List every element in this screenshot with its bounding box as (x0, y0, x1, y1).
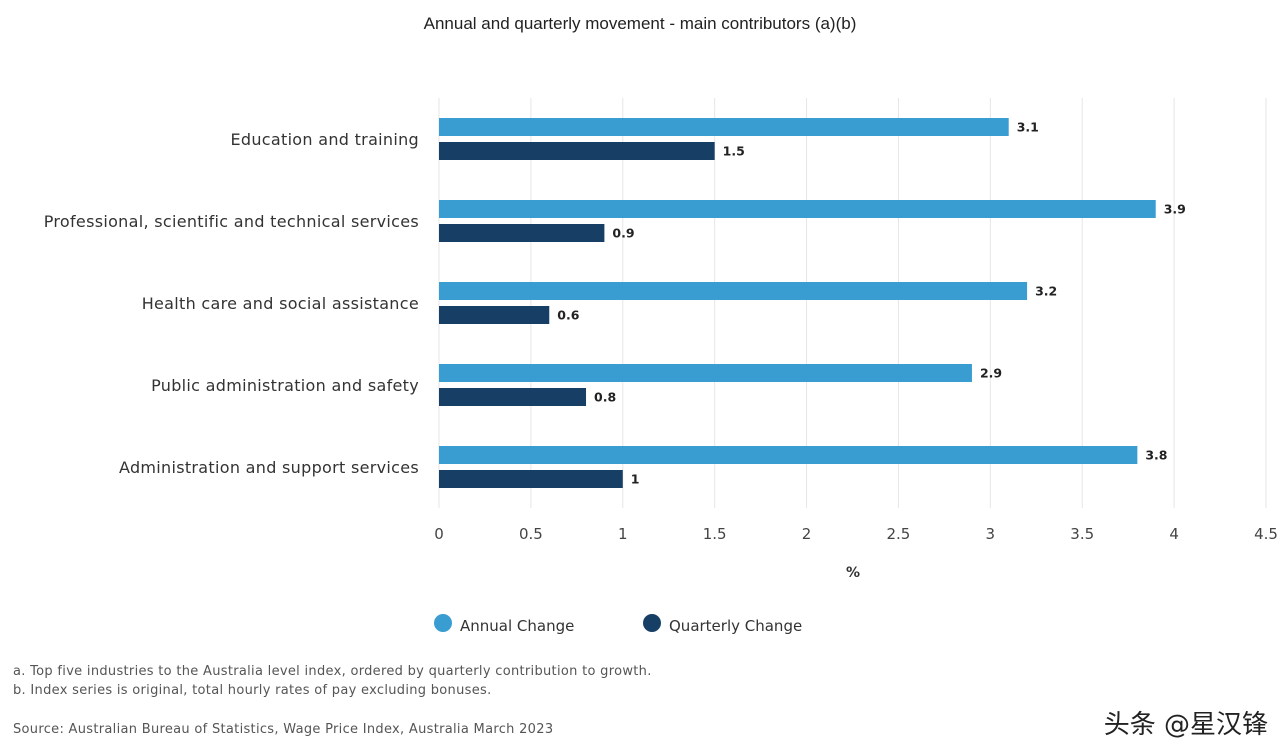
legend-marker (434, 614, 452, 632)
data-label: 0.9 (612, 226, 634, 241)
x-tick-label: 3.5 (1070, 525, 1094, 543)
data-label: 3.8 (1145, 448, 1167, 463)
source-note: Source: Australian Bureau of Statistics,… (13, 722, 554, 737)
x-tick-label: 1.5 (703, 525, 727, 543)
bar (439, 388, 587, 406)
legend-label: Quarterly Change (669, 617, 802, 635)
data-label: 0.8 (594, 390, 616, 405)
x-axis-title: % (846, 565, 860, 581)
legend-label: Annual Change (460, 617, 574, 635)
bar (439, 306, 550, 324)
data-label: 2.9 (980, 366, 1002, 381)
footnote-a: a. Top five industries to the Australia … (13, 664, 652, 679)
bar (439, 118, 1009, 136)
footnote-b: b. Index series is original, total hourl… (13, 683, 492, 698)
category-label: Administration and support services (119, 458, 419, 477)
chart-title: Annual and quarterly movement - main con… (423, 14, 857, 33)
data-label: 3.2 (1035, 284, 1057, 299)
x-tick-label: 0.5 (519, 525, 543, 543)
bar (439, 364, 972, 382)
bar (439, 142, 715, 160)
category-label: Public administration and safety (151, 376, 419, 395)
category-label: Professional, scientific and technical s… (44, 212, 419, 231)
x-tick-label: 1 (618, 525, 628, 543)
watermark: 头条 @星汉锋 (1103, 710, 1268, 740)
x-tick-label: 4.5 (1254, 525, 1278, 543)
data-label: 3.9 (1164, 202, 1186, 217)
bar (439, 224, 605, 242)
category-label: Health care and social assistance (142, 294, 419, 313)
data-label: 1 (631, 472, 640, 487)
bar (439, 200, 1156, 218)
x-tick-label: 2.5 (887, 525, 911, 543)
bar (439, 470, 623, 488)
x-tick-label: 2 (802, 525, 812, 543)
data-label: 0.6 (557, 308, 579, 323)
x-tick-label: 0 (434, 525, 444, 543)
bar-chart: 0 0.5 1 1.5 2 2.5 3 3.5 4 4.5% Education and train… (44, 98, 1278, 635)
x-tick-label: 3 (986, 525, 996, 543)
bar (439, 282, 1028, 300)
data-label: 1.5 (723, 144, 745, 159)
x-tick-label: 4 (1169, 525, 1179, 543)
category-label: Education and training (230, 130, 419, 149)
data-label: 3.1 (1017, 120, 1039, 135)
legend-marker (643, 614, 661, 632)
bar (439, 446, 1138, 464)
